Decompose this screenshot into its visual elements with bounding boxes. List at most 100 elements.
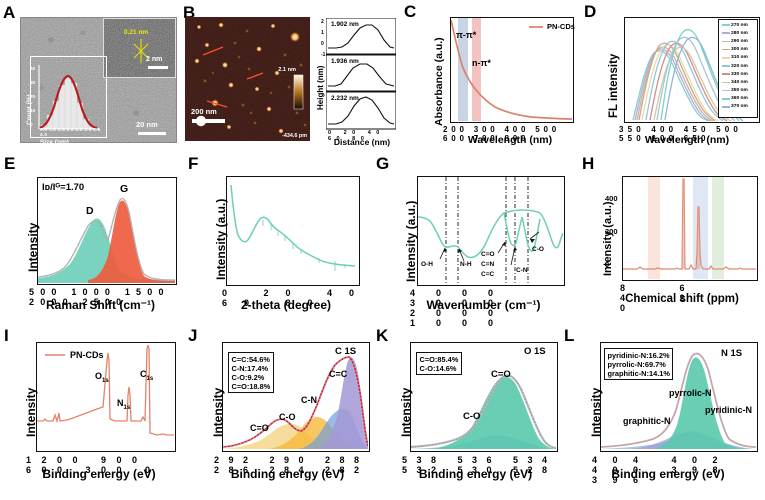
hrtem-inset: 0.21 nm 2 nm (103, 18, 176, 78)
k-comp-co-double: C=O:85.4% (419, 354, 459, 364)
j-peak-co-double: C=O (250, 423, 269, 433)
profile-ylabel: Height (nm) (316, 65, 325, 110)
legend-swatch-340 (721, 81, 730, 84)
legend-label-290: 290 nm (731, 38, 748, 44)
legend-label-270: 270 nm (731, 22, 748, 28)
uvvis-svg (451, 18, 572, 121)
nmr-svg (623, 177, 756, 279)
k-comp-co-single: C-O:14.6% (419, 363, 457, 373)
ftir-co-double-label: C=O (481, 251, 495, 258)
panel-j-ylabel: Intensity (211, 387, 225, 437)
ftir-oh-label: O-H (421, 261, 433, 268)
legend-label-360: 360 nm (731, 96, 748, 102)
l-comp-pyrrolic: pyrrolic-N:69.7% (607, 359, 666, 369)
panel-f-label: F (188, 154, 199, 173)
l-comp-pyridinic: pyridinic-N:16.2% (607, 350, 670, 360)
panel-c-ylabel: Absorbance (a.u.) (433, 37, 445, 126)
raman-svg (38, 197, 175, 283)
histogram-xticks: 0.5 1.0 1.5 2.0 2.5 3.0 3.5 4.0 (40, 127, 101, 137)
panel-d: D 270 nm 280 nm (582, 0, 765, 150)
xps-n1s-label: N1s (117, 398, 131, 411)
panel-l-title: N 1S (721, 348, 743, 359)
panel-i-plot: PN-CDs O1s N1s C1s (36, 342, 176, 452)
xps-o1s-label: O1s (95, 371, 109, 384)
panel-c: C PN-CDs π-π* n-π* 200 300 400 500 600 7… (400, 0, 580, 150)
panel-g: G (374, 152, 579, 328)
l-peak-pyridinic: pyridinic-N (705, 405, 753, 415)
histogram-svg (38, 65, 99, 130)
panel-i: I PN-CDs O1s N1s C1s 1200 900 600 300 0 … (0, 325, 188, 500)
panel-d-xlabel: Wavelength (nm) (644, 134, 730, 146)
panel-b-label: B (183, 3, 196, 22)
panel-f: F 0 20 40 60 80 Intensity (a.u.) 2-theta… (186, 152, 374, 320)
panel-j-composition: C=C:54.6% C-N:17.4% C-O:9.2% C=O:18.8% (228, 352, 274, 394)
histogram-xlabel: Size (nm) (40, 139, 69, 146)
panel-g-xticks: 4000 3000 2000 1000 (410, 288, 515, 328)
panel-b: B (183, 0, 398, 150)
panel-l-label: L (564, 326, 575, 345)
afm-zscale-top: 2.1 nm (278, 67, 296, 73)
panel-j-title: C 1S (335, 346, 357, 357)
panel-k-label: K (376, 326, 389, 345)
panel-i-label: I (4, 326, 9, 345)
comp-cc: C=C:54.6% (231, 354, 270, 364)
legend-label-330: 330 nm (731, 71, 748, 77)
panel-h-xlabel: Chemical shift (ppm) (625, 293, 739, 305)
panel-c-label: C (404, 2, 417, 21)
panel-l-xlabel: Binding energy (eV) (611, 467, 725, 481)
panel-e-xticks: 500 1000 1500 2000 2500 (29, 287, 170, 307)
panel-j-xlabel: Binding energy (eV) (230, 467, 345, 481)
panel-g-ylabel: Intensity (a.u.) (404, 200, 418, 282)
legend-swatch-330 (721, 73, 730, 76)
inset-scalebar (148, 66, 168, 69)
raman-d-peak-label: D (86, 205, 94, 217)
profile-xlabel: Distance (nm) (333, 137, 391, 147)
panel-h-ylabel: Intensity (a.u.) (602, 201, 614, 276)
panel-h-yticks: 400 200 0 (605, 194, 618, 269)
ftir-cn-double-label: C=N (481, 261, 495, 268)
panel-f-xlabel: 2-theta (degree) (240, 298, 332, 312)
profile-yticks: 2 1 0 ‑1 (321, 19, 326, 58)
histogram-yticks: 40 30 20 10 0 (30, 66, 36, 127)
panel-e-xlabel: Raman Shift (cm⁻¹) (45, 298, 155, 312)
panel-l-ylabel: Intensity (589, 387, 603, 437)
legend-label-370: 370 nm (731, 104, 748, 110)
panel-a: A (0, 0, 180, 150)
profile-2-height: 1.936 nm (331, 58, 359, 65)
panel-j: J C 1S C=C:54.6% C-N:17.4% C-O:9.2% C=O:… (186, 325, 376, 500)
panel-g-plot: O-H N-H C=O C=N C=C C-N C-O (417, 176, 565, 286)
panel-c-xticks: 200 300 400 500 600 700 800 (443, 125, 561, 143)
panel-i-xticks: 1200 900 600 300 0 (26, 455, 161, 475)
comp-co-double: C=O:18.8% (231, 381, 271, 391)
l-comp-graphitic: graphitic-N:14.1% (607, 368, 670, 378)
legend-label-340: 340 nm (731, 79, 748, 85)
panel-a-label: A (3, 3, 16, 22)
afm-image: 2.1 nm -434.6 pm 200 nm (185, 17, 310, 141)
legend-swatch-280 (721, 32, 730, 35)
panel-h-xticks: 8 6 4 2 0 (620, 283, 711, 313)
size-histogram-inset: 0.5 1.0 1.5 2.0 2.5 3.0 3.5 4.0 40 30 20 10… (30, 56, 107, 138)
panel-d-legend: 270 nm 280 nm 290 nm 300 nm 310 nm 320 n… (718, 19, 758, 118)
panel-k-ylabel: Intensity (399, 387, 413, 437)
panel-d-ylabel: FL intensity (608, 53, 620, 118)
ftir-cn-label: C-N (516, 267, 528, 274)
panel-k-xticks: 538 536 534 532 530 528 (402, 455, 557, 475)
legend-label-300: 300 nm (731, 47, 748, 53)
panel-k-plot: O 1S C=O:85.4% C-O:14.6% C=O C-O (410, 342, 558, 452)
panel-j-plot: C 1S C=C:54.6% C-N:17.4% C-O:9.2% C=O:18… (222, 342, 370, 452)
legend-swatch-370 (721, 106, 730, 108)
legend-swatch-310 (721, 57, 730, 59)
legend-swatch-290 (721, 40, 730, 43)
profile-1-height: 1.902 nm (331, 21, 359, 28)
legend-label-310: 310 nm (731, 55, 748, 61)
tem-scalebar-label: 20 nm (136, 120, 158, 129)
panel-e-label: E (4, 154, 16, 173)
legend-label-280: 280 nm (731, 30, 748, 36)
panel-l-composition: pyridinic-N:16.2% pyrrolic-N:69.7% graph… (604, 348, 674, 381)
panel-d-xticks: 350 400 450 500 550 600 650 (619, 125, 743, 143)
panel-i-ylabel: Intensity (24, 387, 38, 437)
histogram-ylabel: Count (%) (26, 94, 33, 125)
xps-survey-svg (37, 344, 174, 436)
id-ig-ratio: Iᴅ/Iᴳ=1.70 (42, 182, 85, 193)
panel-c-plot: PN-CDs π-π* n-π* (450, 17, 575, 123)
